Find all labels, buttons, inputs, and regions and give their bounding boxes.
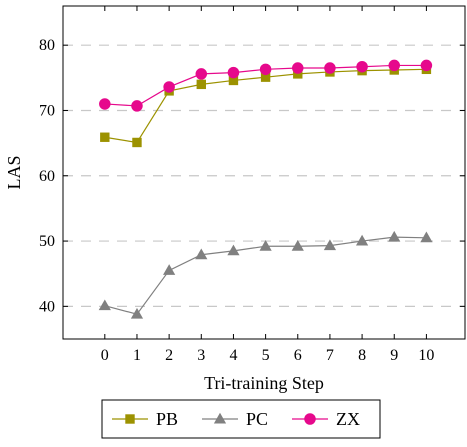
grid-lines — [63, 44, 465, 307]
triangle-marker — [388, 230, 401, 242]
square-marker — [196, 79, 206, 90]
circle-marker — [324, 62, 336, 74]
circle-marker — [388, 59, 400, 72]
y-tick-label: 40 — [39, 298, 55, 315]
circle-marker — [163, 81, 175, 93]
triangle-marker — [98, 299, 111, 311]
x-axis-label: Tri-training Step — [204, 373, 324, 393]
y-tick-label: 50 — [39, 233, 55, 250]
circle-marker — [356, 60, 368, 73]
square-marker — [100, 132, 110, 142]
legend-label: ZX — [336, 409, 360, 429]
triangle-marker — [130, 307, 144, 319]
x-tick-label: 6 — [294, 347, 302, 364]
circle-marker — [227, 66, 240, 79]
series-group — [98, 59, 433, 319]
series-pb — [100, 64, 432, 148]
triangle-marker — [259, 240, 272, 251]
circle-marker — [259, 63, 272, 76]
triangle-marker — [323, 239, 337, 251]
series-zx — [99, 59, 433, 112]
axis-ticks: 40 50 60 70 80 0 1 2 3 4 5 6 7 8 9 10 — [39, 6, 465, 364]
x-tick-label: 1 — [133, 347, 141, 364]
legend-box — [101, 399, 381, 439]
x-tick-label: 0 — [101, 347, 109, 364]
square-marker — [125, 414, 135, 424]
circle-marker — [292, 62, 304, 74]
x-tick-label: 5 — [262, 347, 270, 364]
y-tick-label: 60 — [39, 168, 55, 185]
x-tick-label: 4 — [229, 347, 237, 364]
y-tick-label: 70 — [39, 102, 55, 119]
square-marker — [132, 137, 142, 148]
x-tick-label: 9 — [390, 347, 398, 364]
circle-marker — [131, 100, 143, 112]
legend-label: PB — [156, 409, 178, 429]
legend-label: PC — [246, 409, 268, 429]
triangle-marker — [163, 264, 176, 275]
circle-marker — [195, 68, 208, 80]
triangle-marker — [213, 412, 227, 424]
triangle-marker — [291, 240, 304, 251]
plot-area-frame — [62, 5, 466, 340]
x-tick-label: 8 — [358, 347, 366, 364]
y-tick-label: 80 — [39, 37, 55, 54]
triangle-marker — [420, 231, 433, 243]
x-tick-label: 2 — [165, 347, 173, 364]
circle-marker — [99, 98, 111, 110]
legend: PB PC ZX — [101, 399, 381, 439]
x-tick-label: 10 — [418, 347, 434, 364]
y-axis-label: LAS — [4, 155, 24, 189]
circle-marker — [304, 413, 316, 425]
series-pc — [98, 230, 433, 319]
x-tick-label: 7 — [326, 347, 334, 364]
triangle-marker — [227, 244, 240, 256]
triangle-marker — [195, 248, 208, 260]
triangle-marker — [355, 234, 369, 246]
circle-marker — [420, 59, 433, 72]
x-tick-label: 3 — [197, 347, 205, 364]
